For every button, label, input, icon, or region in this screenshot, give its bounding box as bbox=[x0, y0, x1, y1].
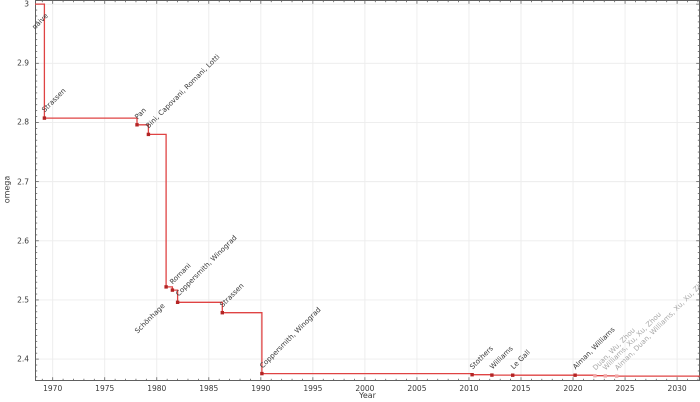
data-point-marker bbox=[593, 374, 597, 378]
data-point-marker bbox=[146, 132, 151, 137]
data-point-marker bbox=[42, 116, 47, 120]
plot-frame bbox=[35, 0, 700, 381]
data-point-marker bbox=[170, 288, 175, 292]
data-point-marker bbox=[615, 374, 619, 378]
data-point-marker bbox=[603, 374, 607, 378]
data-point-marker bbox=[164, 285, 168, 289]
data-point-marker bbox=[573, 373, 577, 377]
data-point-marker bbox=[490, 373, 494, 377]
data-point-marker bbox=[470, 373, 474, 377]
step-line bbox=[35, 3, 700, 377]
data-point-marker bbox=[175, 300, 180, 304]
data-point-marker bbox=[511, 373, 515, 377]
data-point-marker bbox=[135, 123, 139, 127]
data-point-marker bbox=[220, 311, 224, 315]
data-point-marker bbox=[260, 371, 264, 376]
